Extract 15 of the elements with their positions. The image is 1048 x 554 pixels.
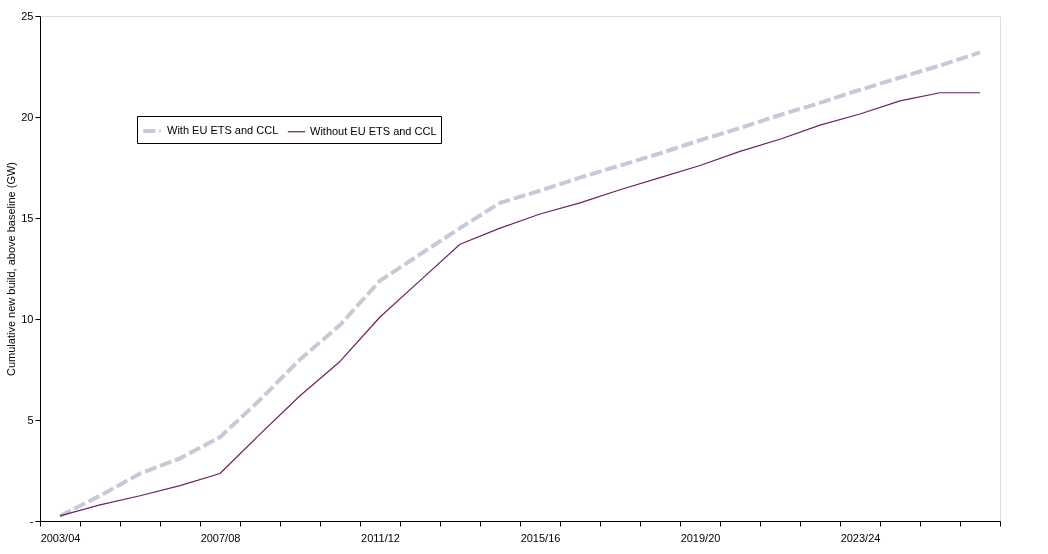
legend-label: With EU ETS and CCL <box>167 124 279 136</box>
x-tick-label: 2007/08 <box>200 531 241 544</box>
y-tick-label: 20 <box>21 110 34 123</box>
y-tick-label: 10 <box>21 312 34 325</box>
x-tick-label: 2015/16 <box>520 531 561 544</box>
x-tick-label: 2011/12 <box>361 531 400 544</box>
x-tick-label: 2019/20 <box>680 531 721 544</box>
y-tick-label: 5 <box>27 413 34 426</box>
legend-label: Without EU ETS and CCL <box>310 124 437 137</box>
x-tick-label: 2023/24 <box>840 531 881 544</box>
x-tick-label: 2003/04 <box>40 531 81 544</box>
y-tick-label: 25 <box>21 9 34 22</box>
y-axis-title: Cumulative new build, above baseline (GW) <box>5 162 18 376</box>
y-tick-label: 15 <box>21 211 34 224</box>
y-tick-label: - <box>29 514 34 527</box>
